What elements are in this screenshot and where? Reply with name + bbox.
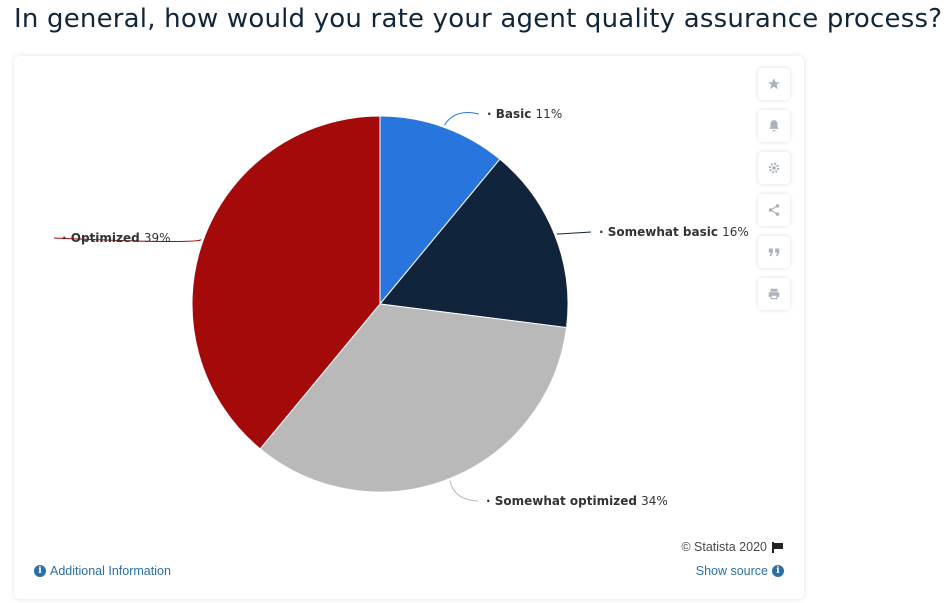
info-icon: i xyxy=(772,565,784,577)
pie-slice-basic[interactable] xyxy=(379,115,501,306)
slice-label: · Somewhat optimized 34% xyxy=(486,494,668,508)
pie-slice-somewhat-basic[interactable] xyxy=(379,158,569,329)
info-icon: i xyxy=(34,565,46,577)
pie-chart: · Basic 11% · Somewhat basic 16% · Somewha… xyxy=(53,107,749,508)
slice-label: · Optimized 39% xyxy=(62,231,171,245)
share-icon[interactable] xyxy=(758,194,790,226)
slice-connector xyxy=(449,480,479,502)
page-title: In general, how would you rate your agen… xyxy=(14,4,943,34)
bell-icon[interactable] xyxy=(758,110,790,142)
slice-connector xyxy=(556,231,592,235)
slice-connector xyxy=(53,237,202,242)
quote-icon[interactable] xyxy=(758,236,790,268)
slice-label: · Somewhat basic 16% xyxy=(599,225,749,239)
chart-card: · Basic 11% · Somewhat basic 16% · Somewha… xyxy=(14,56,804,599)
chart-toolbar xyxy=(758,68,790,310)
copyright-text: © Statista 2020 xyxy=(681,540,784,554)
show-source-link[interactable]: Show source i xyxy=(696,564,784,578)
additional-information-link[interactable]: i Additional Information xyxy=(34,564,171,578)
pie-slice-somewhat-optimized[interactable] xyxy=(259,303,568,493)
gear-icon[interactable] xyxy=(758,152,790,184)
slice-connector xyxy=(443,111,480,126)
flag-icon[interactable] xyxy=(772,541,784,553)
pie-slice-optimized[interactable] xyxy=(191,115,381,450)
star-icon[interactable] xyxy=(758,68,790,100)
slice-label: · Basic 11% xyxy=(487,107,562,121)
print-icon[interactable] xyxy=(758,278,790,310)
